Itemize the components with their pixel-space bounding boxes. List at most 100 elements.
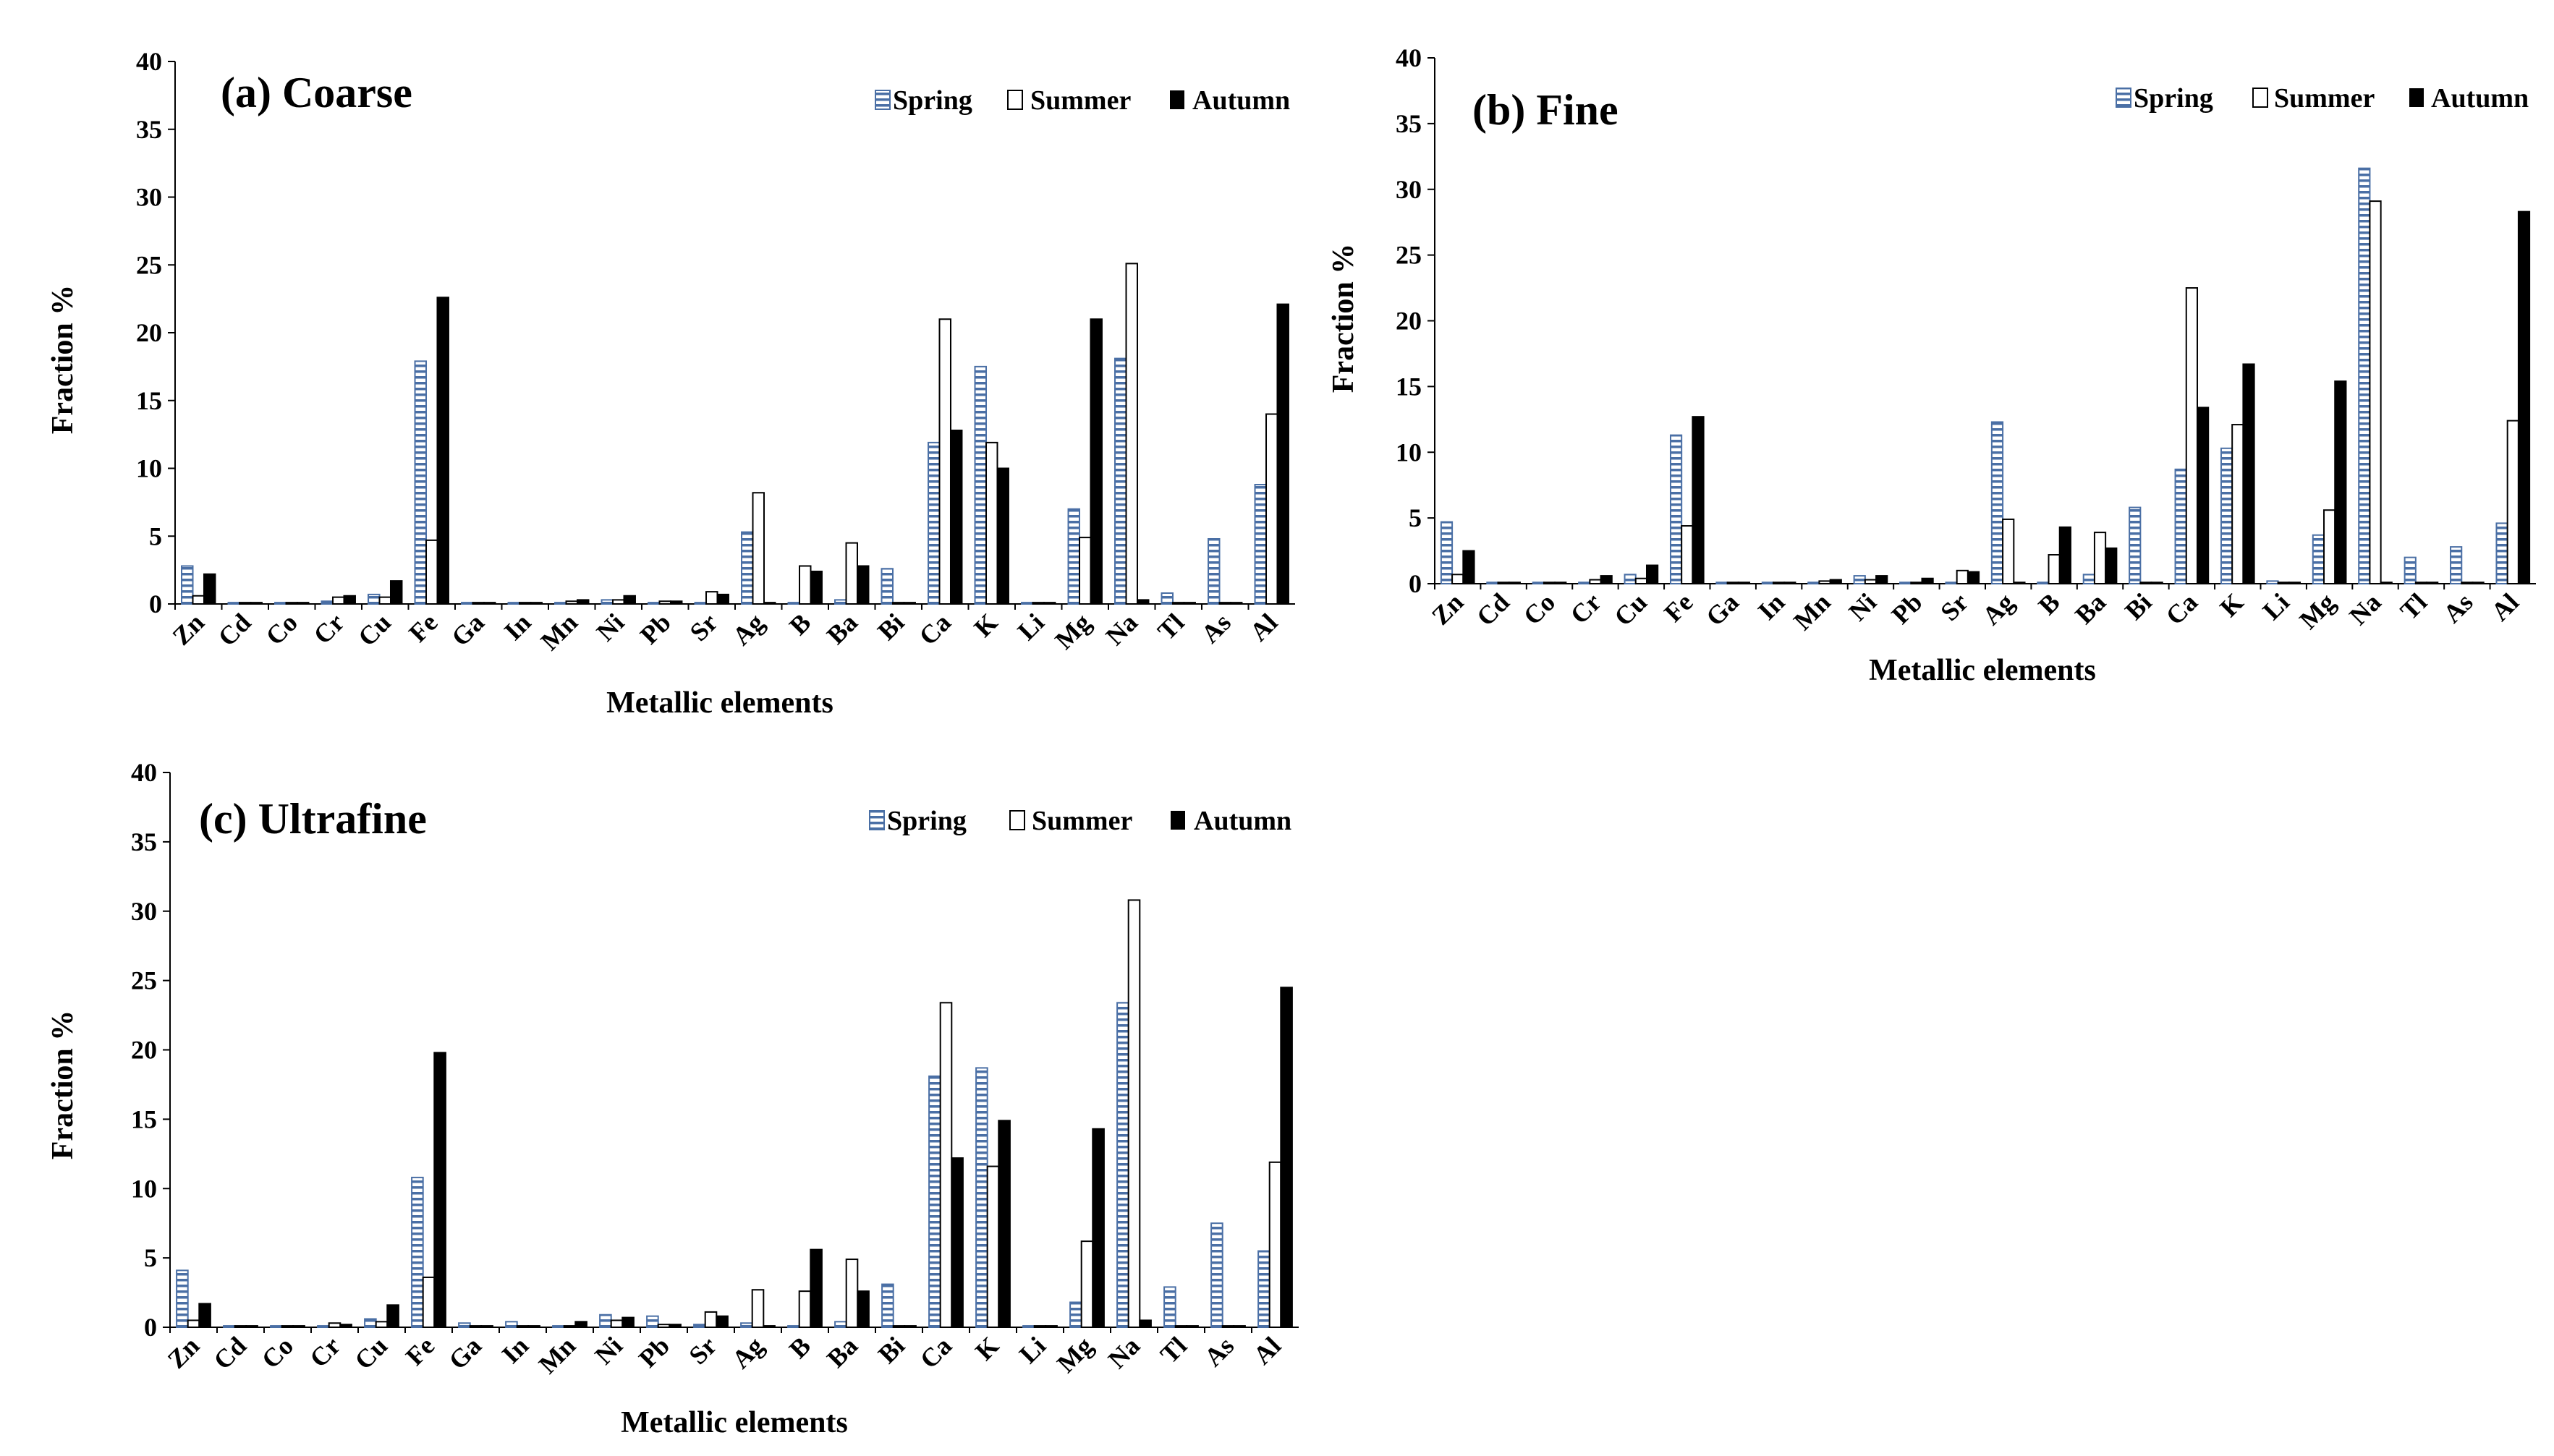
bar-autumn-co xyxy=(296,602,310,605)
bar-summer-ni xyxy=(612,599,625,605)
x-tick-label: Li xyxy=(1014,1331,1051,1368)
bar-summer-cr xyxy=(1589,579,1602,584)
bar-spring-ca xyxy=(928,1075,941,1328)
bar-spring-pb xyxy=(646,1315,659,1329)
y-tick-label: 5 xyxy=(1409,503,1422,532)
bar-autumn-ni xyxy=(623,595,636,605)
bar-spring-al xyxy=(1257,1250,1270,1328)
bar-autumn-tl xyxy=(1183,602,1196,605)
bar-spring-cd xyxy=(1486,582,1499,584)
y-tick-label: 5 xyxy=(149,521,162,550)
bar-spring-co xyxy=(274,602,287,605)
x-tick-label: Co xyxy=(1518,587,1561,630)
bar-autumn-mg xyxy=(2334,380,2347,584)
bar-spring-ca xyxy=(928,441,941,605)
bar-spring-fe xyxy=(414,360,428,605)
x-tick-label: Ba xyxy=(821,1331,863,1373)
bar-autumn-cu xyxy=(389,580,403,605)
y-axis-title: Fraction % xyxy=(1327,244,1360,393)
x-tick-label: Ag xyxy=(727,608,770,650)
bar-autumn-ba xyxy=(857,1290,870,1329)
legend: Spring Summer Autumn xyxy=(2116,83,2529,114)
bar-spring-al xyxy=(1254,484,1268,605)
legend-label-summer: Summer xyxy=(1030,85,1131,116)
x-tick-label: Ca xyxy=(915,1331,957,1374)
bar-autumn-ca xyxy=(2196,406,2210,585)
x-tick-label: Ag xyxy=(1977,587,2019,630)
y-axis-title-group: Fraction % xyxy=(1327,244,1360,393)
x-tick-label: Ca xyxy=(914,608,956,650)
bar-spring-zn xyxy=(176,1269,189,1328)
bar-spring-co xyxy=(270,1325,283,1329)
bar-summer-sr xyxy=(1956,569,1969,585)
x-tick-label: Cd xyxy=(1471,587,1515,631)
bar-summer-in xyxy=(516,1325,530,1329)
bar-spring-in xyxy=(1761,582,1775,584)
x-tick-label: Pb xyxy=(1886,587,1928,629)
bar-summer-cu xyxy=(375,1321,389,1328)
bar-spring-mn xyxy=(1807,582,1820,584)
x-tick-label: Ni xyxy=(591,608,630,647)
x-axis-title: Metallic elements xyxy=(1869,654,2096,687)
x-tick-label: As xyxy=(1199,1331,1240,1372)
bar-autumn-li xyxy=(1043,602,1056,605)
y-tick-label: 40 xyxy=(131,758,157,787)
bar-autumn-bi xyxy=(2150,582,2163,584)
bar-summer-ni xyxy=(1864,579,1878,584)
bar-spring-ni xyxy=(601,599,614,605)
bar-spring-cr xyxy=(1578,582,1591,584)
bar-summer-li xyxy=(1033,1325,1047,1329)
x-tick-label: Li xyxy=(1012,608,1050,645)
bar-spring-mg xyxy=(2312,534,2325,584)
bar-spring-bi xyxy=(881,568,894,605)
bar-autumn-na xyxy=(2380,582,2393,584)
bar-summer-pb xyxy=(1910,582,1923,584)
bar-autumn-fe xyxy=(433,1052,446,1328)
bar-autumn-cu xyxy=(1645,564,1659,584)
y-tick-label: 30 xyxy=(136,183,162,212)
x-tick-label: Zn xyxy=(166,608,209,650)
x-tick-label: Sr xyxy=(684,608,724,647)
bar-autumn-b xyxy=(2058,526,2071,584)
bar-spring-ag xyxy=(740,1322,753,1329)
legend-label-summer: Summer xyxy=(2274,83,2375,114)
bar-spring-ca xyxy=(2174,468,2187,584)
x-tick-label: K xyxy=(2214,587,2249,622)
bar-summer-ag xyxy=(2002,518,2015,585)
y-tick-label: 20 xyxy=(131,1036,157,1065)
bar-summer-mg xyxy=(2323,509,2336,584)
bar-summer-ga xyxy=(472,602,485,605)
x-tick-label: B xyxy=(2033,587,2066,620)
panel-title: (a) Coarse xyxy=(221,69,412,116)
bar-spring-ni xyxy=(1853,575,1866,584)
panel-fine: (b) Fine Metallic elements Fraction % Sp… xyxy=(1327,43,2536,687)
legend-label-autumn: Autumn xyxy=(1192,85,1290,116)
bar-autumn-li xyxy=(1045,1325,1058,1329)
bar-autumn-ca xyxy=(951,1157,964,1328)
bar-spring-k xyxy=(974,365,988,605)
x-tick-label: Mn xyxy=(1788,587,1836,635)
bar-autumn-ag xyxy=(763,602,776,605)
bar-spring-na xyxy=(1116,1002,1129,1329)
x-tick-label: Co xyxy=(260,608,303,650)
bar-autumn-fe xyxy=(1692,416,1705,584)
bar-spring-ga xyxy=(1715,582,1728,584)
x-tick-label: Mg xyxy=(1051,1331,1098,1378)
bar-autumn-cd xyxy=(250,602,263,605)
y-tick-label: 30 xyxy=(131,897,157,926)
bar-autumn-in xyxy=(527,1325,540,1329)
x-axis-title: Metallic elements xyxy=(621,1406,848,1439)
bar-autumn-ni xyxy=(621,1316,635,1329)
bar-spring-al xyxy=(2495,522,2508,585)
x-tick-label: As xyxy=(2438,587,2479,629)
bar-autumn-cd xyxy=(1508,582,1521,584)
bar-summer-tl xyxy=(1172,602,1185,605)
bar-summer-cr xyxy=(332,596,345,605)
x-tick-label: Bi xyxy=(872,608,909,645)
bar-autumn-k xyxy=(996,467,1009,605)
bar-summer-mg xyxy=(1080,1240,1094,1328)
x-tick-label: Co xyxy=(256,1331,299,1374)
bar-autumn-zn xyxy=(203,573,216,605)
bar-autumn-na xyxy=(1139,1319,1152,1328)
bar-summer-bi xyxy=(892,602,905,605)
